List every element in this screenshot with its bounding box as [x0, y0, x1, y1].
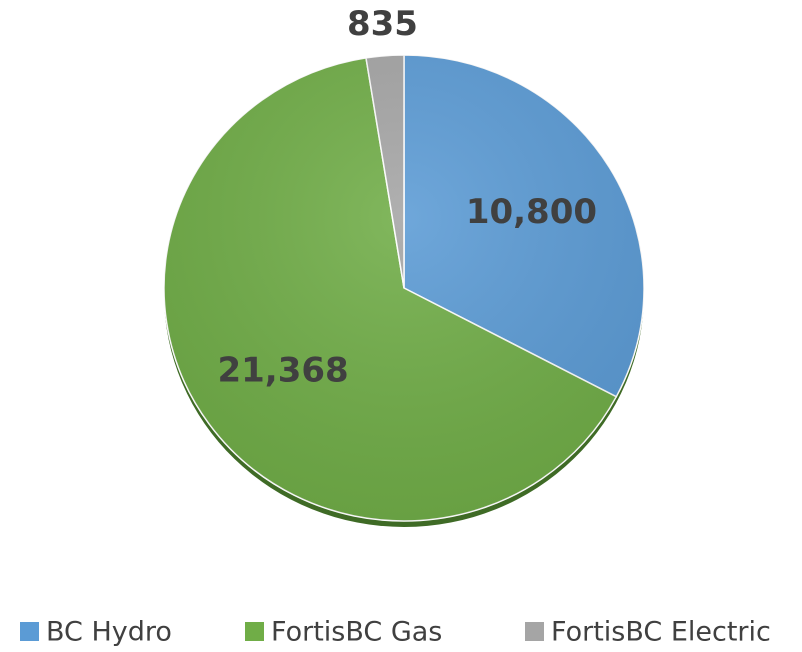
pie — [163, 54, 645, 522]
legend-label: FortisBC Electric — [551, 617, 771, 648]
data-label: 10,800 — [466, 192, 597, 232]
legend-swatch — [20, 622, 39, 641]
data-label: 21,368 — [217, 351, 348, 391]
legend-swatch — [245, 622, 264, 641]
legend-swatch — [525, 622, 544, 641]
legend: BC Hydro FortisBC Gas FortisBC Electric — [20, 617, 771, 648]
labels: 10,800 21,368 835 — [217, 4, 597, 391]
legend-label: FortisBC Gas — [271, 617, 442, 648]
legend-label: BC Hydro — [46, 617, 172, 648]
data-label: 835 — [347, 4, 418, 44]
